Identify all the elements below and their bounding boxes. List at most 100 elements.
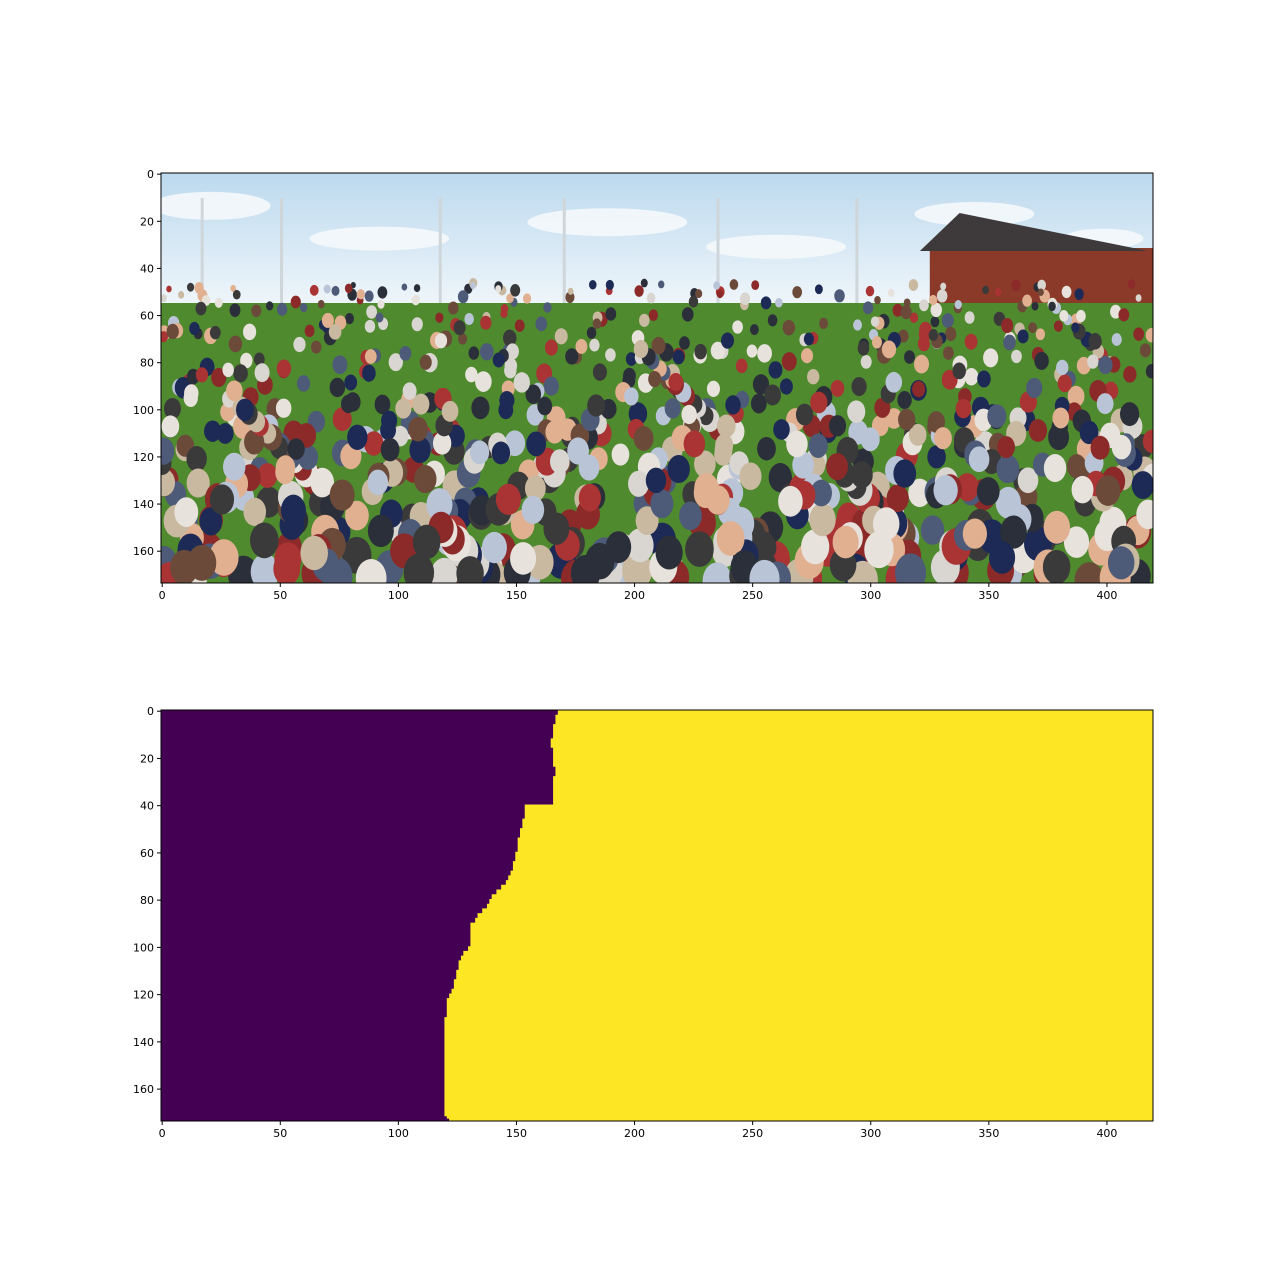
photo-y-tick-label: 120 [133, 451, 154, 464]
crowd-person [1017, 329, 1029, 344]
crowd-person [952, 362, 966, 380]
crowd-person [545, 420, 564, 444]
crowd-person [750, 393, 767, 414]
crowd-person [470, 440, 490, 465]
cloud [706, 234, 847, 259]
crowd-person [809, 503, 836, 537]
mask-class-0-region [161, 710, 558, 1121]
cloud [914, 202, 1035, 226]
photo-y-tick-label: 140 [133, 498, 154, 511]
crowd-person [161, 415, 180, 438]
photo-x-tick-label: 100 [388, 589, 409, 602]
crowd-person [304, 324, 315, 338]
photo-axes-frame [160, 172, 1154, 584]
crowd-person [904, 350, 915, 364]
crowd-person [222, 362, 234, 378]
crowd-person [388, 353, 403, 372]
crowd-person [323, 284, 331, 294]
crowd-person [543, 302, 552, 313]
crowd-person [633, 426, 654, 451]
crowd-person [166, 285, 172, 293]
crowd-person [1071, 322, 1080, 333]
crowd-person [1090, 435, 1110, 460]
crowd-person [746, 344, 758, 358]
crowd-person [178, 291, 185, 299]
crowd-person [401, 283, 408, 291]
crowd-person [465, 366, 478, 383]
crowd-person [1066, 454, 1087, 479]
crowd-person [757, 344, 772, 363]
crowd-person [928, 329, 939, 341]
mask-y-tick-label: 0 [147, 705, 154, 718]
crowd-person [605, 279, 614, 291]
photo-x-tick-label: 400 [1096, 589, 1117, 602]
crowd-person [864, 531, 894, 569]
crowd-person [1053, 320, 1063, 332]
crowd-person [1123, 366, 1137, 383]
crowd-person [475, 371, 492, 392]
crowd-person [688, 295, 699, 308]
crowd-person [814, 284, 823, 295]
crowd-person [655, 535, 683, 570]
crowd-person [964, 333, 978, 350]
crowd-person [1088, 333, 1102, 350]
crowd-person [230, 284, 237, 292]
crowd-person [658, 280, 665, 289]
crowd-person [567, 287, 574, 295]
crowd-person [195, 301, 207, 316]
crowd-person [257, 463, 278, 488]
mask-x-tick-label: 200 [624, 1127, 645, 1140]
crowd-person [648, 309, 659, 321]
crowd-person [1001, 317, 1014, 334]
crowd-person [522, 293, 532, 304]
crowd-person [786, 430, 808, 458]
photo-y-tick-label: 160 [133, 545, 154, 558]
crowd-person [479, 343, 494, 361]
crowd-person [1042, 549, 1071, 583]
crowd-person [625, 352, 637, 366]
crowd-person [962, 518, 988, 549]
mask-x-tick-label: 300 [860, 1127, 881, 1140]
crowd-person [364, 349, 377, 364]
crowd-person [587, 394, 606, 417]
crowd-person [897, 391, 912, 410]
crowd-person [510, 283, 521, 297]
crowd-person [1135, 294, 1142, 302]
crowd-person [927, 445, 946, 469]
crowd-person [409, 436, 431, 464]
crowd-person [1074, 562, 1104, 583]
crowd-person [768, 361, 783, 379]
crowd-person [706, 380, 720, 397]
crowd-person [672, 349, 685, 365]
crowd-person [513, 372, 530, 393]
crowd-person [764, 384, 782, 406]
crowd-person [732, 320, 743, 334]
crowd-person [495, 285, 502, 293]
crowd-person [778, 485, 803, 517]
crowd-person [919, 321, 932, 338]
photo-y-tick-label: 60 [140, 310, 154, 323]
crowd-person [752, 374, 770, 395]
crowd-person [220, 402, 236, 422]
crowd-person [917, 336, 930, 352]
photo-x-axis: 0 50 100 150 200 250 300 350 400 [159, 583, 1117, 602]
crowd-person [253, 352, 265, 366]
crowd-person [332, 407, 352, 432]
crowd-person [413, 465, 437, 494]
mask-x-tick-label: 400 [1096, 1127, 1117, 1140]
crowd-person [402, 382, 417, 400]
crowd-person [174, 497, 199, 528]
crowd-person [633, 339, 649, 359]
crowd-person [250, 553, 280, 583]
crowd-person [1035, 328, 1046, 341]
photo-x-tick-label: 300 [860, 589, 881, 602]
crowd-person [457, 290, 469, 304]
crowd-person [251, 304, 262, 318]
crowd-person [1059, 310, 1069, 322]
photo-y-tick-label: 0 [147, 168, 154, 181]
mask-y-tick-label: 140 [133, 1036, 154, 1049]
crowd-person [927, 411, 945, 433]
crowd-person [504, 362, 517, 379]
crowd-person [919, 299, 929, 312]
crowd-person [366, 305, 378, 319]
